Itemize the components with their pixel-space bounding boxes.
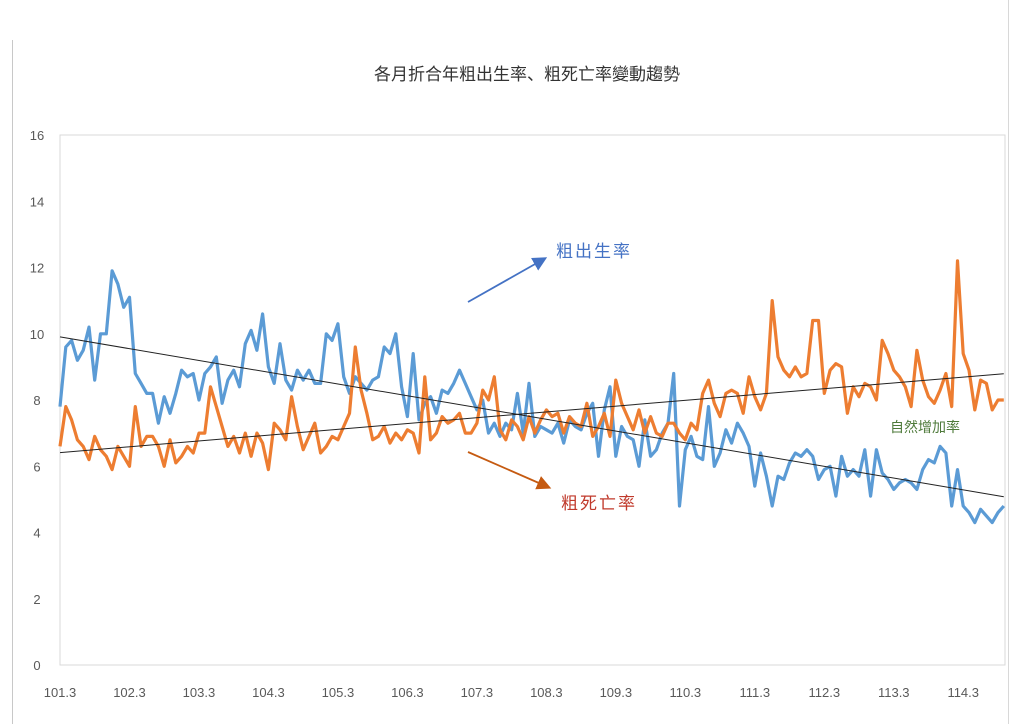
death-rate-label: 粗死亡率 <box>561 494 637 514</box>
x-tick-label: 103.3 <box>183 685 216 700</box>
page-left-border <box>12 40 13 724</box>
x-tick-label: 110.3 <box>670 685 702 700</box>
y-tick-label: 8 <box>33 393 40 408</box>
page-right-border <box>1008 0 1009 724</box>
series-line-birth-rate <box>58 269 1006 525</box>
x-tick-label: 109.3 <box>600 685 633 700</box>
x-tick-label: 101.3 <box>44 685 77 700</box>
chart-title: 各月折合年粗出生率、粗死亡率變動趨勢 <box>374 65 680 85</box>
y-tick-label: 4 <box>33 526 40 541</box>
birth-rate-arrow <box>467 257 548 303</box>
trendlines <box>59 336 1004 498</box>
series-line-death-rate <box>58 259 1004 472</box>
y-axis: 0 2 4 6 8 10 12 14 16 <box>30 128 44 673</box>
x-tick-label: 111.3 <box>739 685 770 700</box>
y-tick-label: 14 <box>30 194 44 209</box>
trendline-birth-rate <box>59 336 1004 498</box>
natural-increase-label: 自然增加率 <box>890 419 960 436</box>
y-tick-label: 2 <box>33 592 40 607</box>
series-lines <box>58 259 1006 525</box>
trendline-death-rate <box>59 373 1004 454</box>
x-tick-label: 105.3 <box>322 685 355 700</box>
y-tick-label: 0 <box>33 658 40 673</box>
x-tick-label: 112.3 <box>808 685 840 700</box>
x-tick-label: 113.3 <box>878 685 910 700</box>
death-rate-arrow <box>467 451 552 490</box>
x-tick-label: 106.3 <box>391 685 424 700</box>
x-tick-label: 104.3 <box>252 685 285 700</box>
x-tick-label: 102.3 <box>113 685 146 700</box>
y-tick-label: 6 <box>33 459 40 474</box>
x-tick-label: 107.3 <box>461 685 494 700</box>
y-tick-label: 10 <box>30 327 44 342</box>
y-tick-label: 16 <box>30 128 44 143</box>
x-axis: 101.3 102.3 103.3 104.3 105.3 106.3 107.3 108.3… <box>44 685 979 700</box>
birth-rate-label: 粗出生率 <box>556 242 632 262</box>
y-tick-label: 12 <box>30 261 44 276</box>
x-tick-label: 114.3 <box>947 685 979 700</box>
x-tick-label: 108.3 <box>530 685 563 700</box>
plot-area <box>59 134 1006 666</box>
